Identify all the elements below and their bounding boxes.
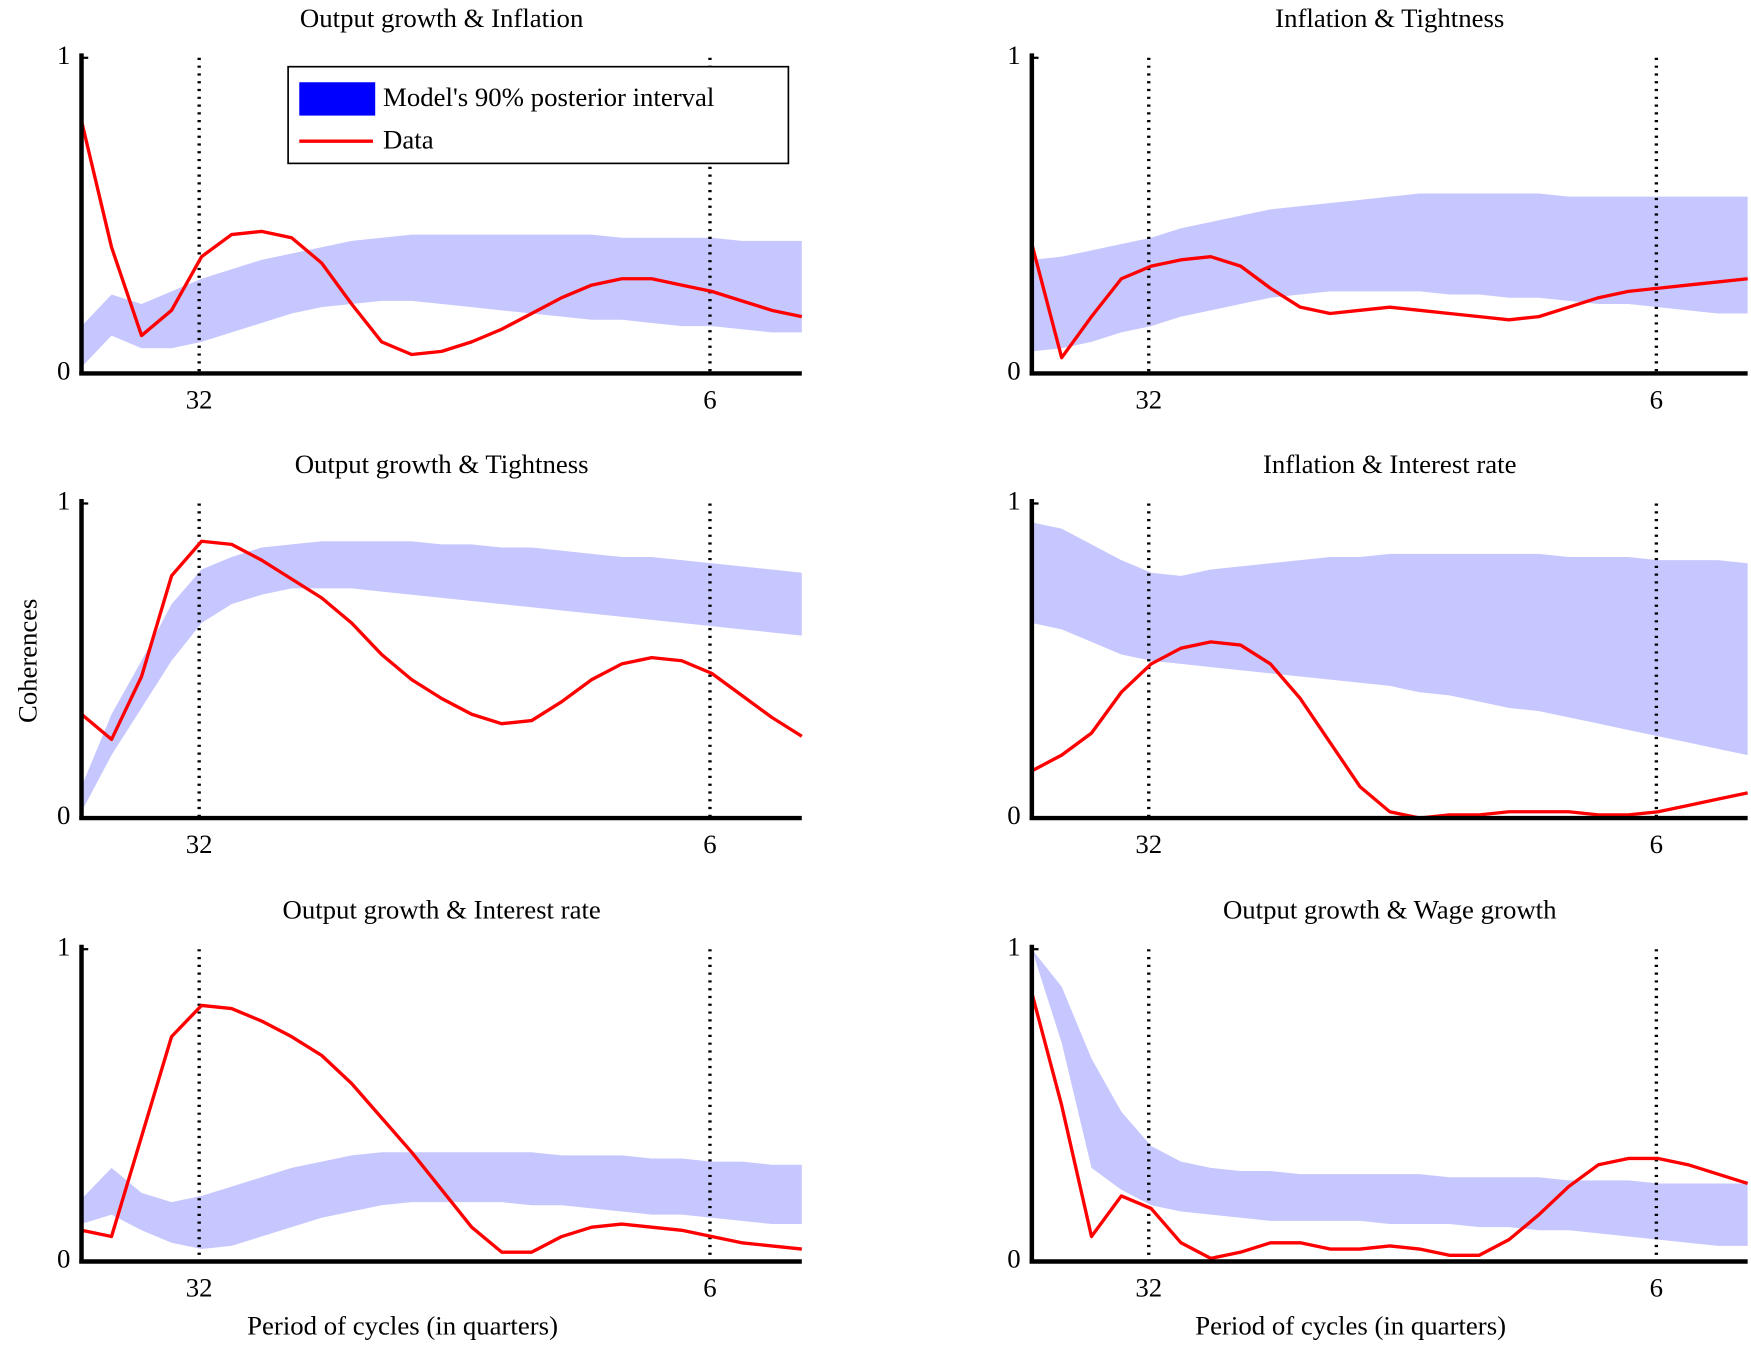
x-tick-label: 6 <box>703 1273 716 1303</box>
subplot-title: Inflation & Interest rate <box>1263 449 1517 479</box>
x-axis-label: Period of cycles (in quarters) <box>1195 1310 1506 1340</box>
posterior-band <box>1031 949 1748 1246</box>
y-tick-label: 0 <box>57 800 70 830</box>
y-tick-label: 1 <box>57 40 70 70</box>
data-line <box>1030 992 1749 1261</box>
posterior-band <box>1031 522 1748 756</box>
y-tick-label: 0 <box>57 356 70 386</box>
legend-swatch <box>299 82 376 116</box>
subplot: Output growth & Wage growth 32 6 0 1 Period o… <box>1007 895 1749 1340</box>
x-tick-label: 6 <box>1650 829 1663 859</box>
data-line <box>79 120 803 357</box>
subplot: Inflation & Tightness 32 6 0 1 <box>1007 3 1748 415</box>
x-tick-label: 6 <box>703 829 716 859</box>
x-tick-label: 32 <box>186 1273 213 1303</box>
y-axis-label: Coherences <box>12 599 42 723</box>
y-tick-label: 1 <box>1007 486 1020 516</box>
y-tick-label: 1 <box>1007 40 1020 70</box>
subplot: Output growth & Tightness 32 6 0 1 Coherences <box>12 449 803 859</box>
x-tick-label: 32 <box>1135 385 1162 415</box>
subplot: Output growth & Inflation 32 6 0 1 Model's 90… <box>57 3 803 415</box>
data-line <box>1030 243 1748 360</box>
posterior-band <box>1031 193 1748 352</box>
y-tick-label: 0 <box>1007 800 1020 830</box>
legend-label: Data <box>383 124 434 154</box>
subplot-title: Output growth & Interest rate <box>282 895 600 925</box>
posterior-band <box>81 234 802 368</box>
data-line <box>1031 640 1748 820</box>
x-tick-label: 32 <box>1135 1273 1162 1303</box>
subplot-title: Output growth & Inflation <box>300 3 583 33</box>
subplot-title: Inflation & Tightness <box>1275 3 1504 33</box>
subplot-title: Output growth & Wage growth <box>1223 895 1557 925</box>
x-tick-label: 32 <box>186 385 213 415</box>
x-tick-label: 32 <box>1135 829 1162 859</box>
y-tick-label: 0 <box>57 1244 70 1274</box>
y-tick-label: 0 <box>1007 1244 1020 1274</box>
y-tick-label: 1 <box>1007 931 1020 961</box>
y-tick-label: 1 <box>57 931 70 961</box>
subplot: Output growth & Interest rate 32 6 0 1 Period… <box>57 895 802 1340</box>
subplot-title: Output growth & Tightness <box>295 449 589 479</box>
y-tick-label: 0 <box>1007 356 1020 386</box>
x-axis-label: Period of cycles (in quarters) <box>247 1310 558 1340</box>
x-tick-label: 6 <box>1650 385 1663 415</box>
posterior-band <box>81 1152 802 1250</box>
legend-label: Model's 90% posterior interval <box>383 82 714 112</box>
data-line <box>81 1003 802 1254</box>
x-tick-label: 6 <box>703 385 716 415</box>
x-tick-label: 32 <box>186 829 213 859</box>
y-tick-label: 1 <box>57 486 70 516</box>
x-tick-label: 6 <box>1650 1273 1663 1303</box>
posterior-band <box>81 541 802 812</box>
subplot: Inflation & Interest rate 32 6 0 1 <box>1007 449 1748 859</box>
data-line <box>80 539 803 742</box>
